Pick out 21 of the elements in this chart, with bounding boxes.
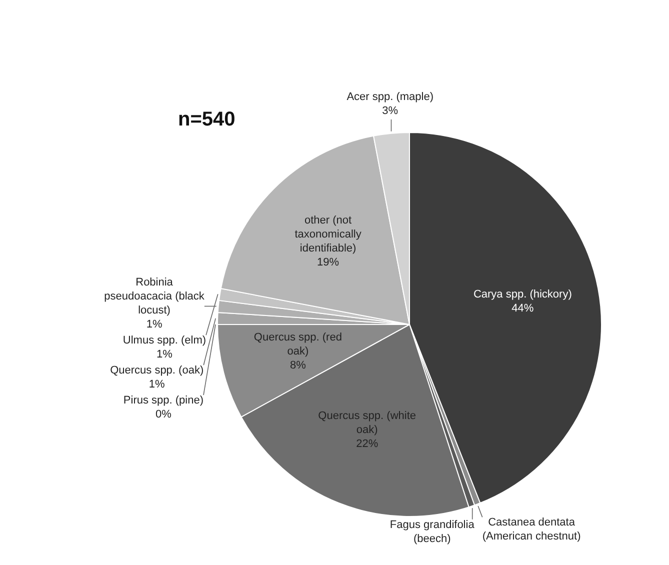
data-label: 8%: [290, 360, 306, 372]
data-label: 1%: [156, 348, 173, 361]
slice-label: Carya spp. (hickory): [473, 288, 572, 300]
data-label: 1%: [146, 318, 162, 331]
slice-label: Ulmus spp. (elm): [122, 334, 206, 347]
slice-label: Quercus spp. (oak): [110, 364, 204, 377]
data-label: 3%: [382, 104, 398, 117]
data-label: 22%: [356, 438, 378, 450]
data-label: 1%: [148, 378, 165, 391]
slice-label: other (not taxonomically identifiable): [294, 214, 362, 255]
slice-label: Quercus spp. (white oak): [318, 410, 416, 436]
data-label: 19%: [317, 256, 340, 269]
slice-label: Fagus grandifolia (beech): [390, 518, 476, 545]
data-label: 44%: [512, 302, 534, 314]
slice-label: Quercus spp. (red oak): [254, 332, 342, 358]
slice-label: Acer spp. (maple): [346, 90, 434, 103]
text: 0%: [156, 408, 172, 421]
text: n=540: [178, 108, 236, 131]
category-label: Pirus spp. (pine): [123, 394, 204, 407]
slice-label: Robinia pseudoacacia (black locust): [104, 276, 205, 317]
slice-label: Castanea dentata (American chestnut): [482, 516, 581, 543]
